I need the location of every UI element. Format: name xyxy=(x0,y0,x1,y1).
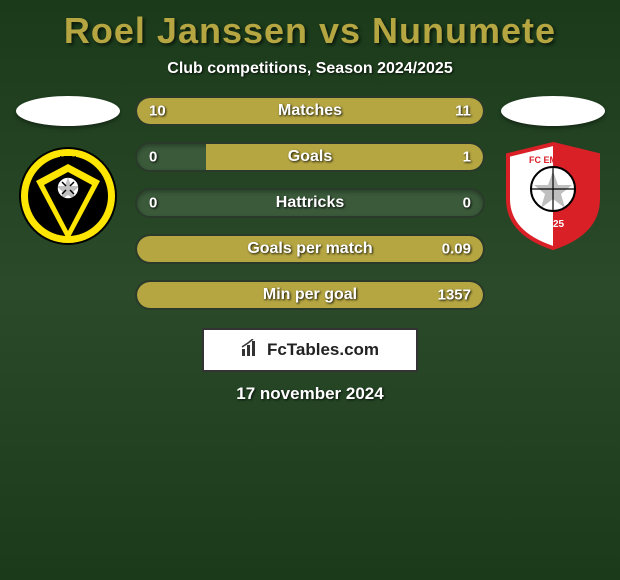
page-title: Roel Janssen vs Nunumete xyxy=(0,10,620,52)
stat-value-right: 1 xyxy=(463,149,471,166)
stat-bar: 10 Matches 11 xyxy=(135,96,485,126)
stat-bar: 0 Goals 1 xyxy=(135,142,485,172)
stat-bar: Min per goal 1357 xyxy=(135,280,485,310)
right-club-logo: FC EMMEN 1925 xyxy=(503,146,603,246)
stat-bar: 0 Hattricks 0 xyxy=(135,188,485,218)
stat-label: Goals per match xyxy=(247,240,372,258)
svg-text:FC EMMEN: FC EMMEN xyxy=(529,155,577,165)
stat-value-left: 0 xyxy=(149,149,157,166)
left-column: VVV xyxy=(10,96,125,246)
right-column: FC EMMEN 1925 xyxy=(495,96,610,246)
stat-label: Min per goal xyxy=(263,286,357,304)
stat-bar: Goals per match 0.09 xyxy=(135,234,485,264)
stat-value-left: 10 xyxy=(149,103,166,120)
stat-value-right: 1357 xyxy=(438,287,471,304)
branding-box[interactable]: FcTables.com xyxy=(202,328,418,372)
stat-label: Goals xyxy=(288,148,332,166)
fc-emmen-logo-icon: FC EMMEN 1925 xyxy=(503,141,603,251)
left-club-logo: VVV xyxy=(18,146,118,246)
stat-value-right: 0.09 xyxy=(442,241,471,258)
subtitle: Club competitions, Season 2024/2025 xyxy=(0,60,620,78)
date-label: 17 november 2024 xyxy=(0,384,620,404)
branding-text: FcTables.com xyxy=(267,340,379,360)
stat-value-left: 0 xyxy=(149,195,157,212)
stat-label: Matches xyxy=(278,102,342,120)
svg-text:1925: 1925 xyxy=(541,219,564,230)
bar-fill-right xyxy=(206,144,483,170)
stat-label: Hattricks xyxy=(276,194,344,212)
chart-icon xyxy=(241,339,261,362)
main-row: VVV 10Matches110Goals10Hattricks0Goals p… xyxy=(0,96,620,310)
stat-bars: 10Matches110Goals10Hattricks0Goals per m… xyxy=(135,96,485,310)
right-flag-oval xyxy=(501,96,605,126)
stat-value-right: 0 xyxy=(463,195,471,212)
stat-value-right: 11 xyxy=(455,103,471,120)
vvv-venlo-logo-icon: VVV xyxy=(18,146,118,246)
comparison-widget: Roel Janssen vs Nunumete Club competitio… xyxy=(0,0,620,404)
left-flag-oval xyxy=(16,96,120,126)
svg-text:VVV: VVV xyxy=(59,155,76,164)
